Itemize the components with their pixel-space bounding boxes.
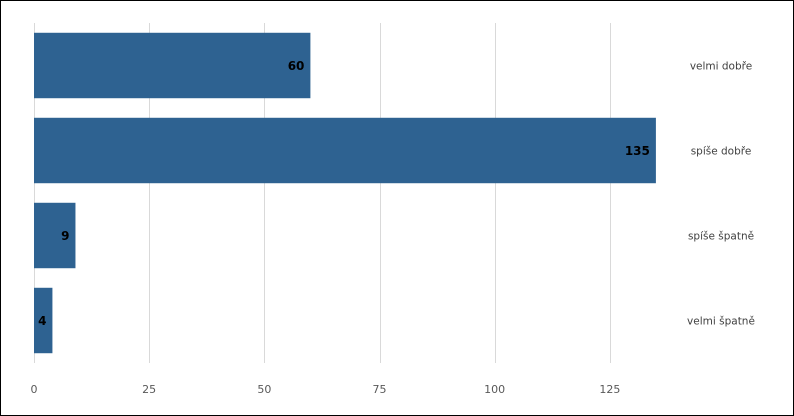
x-tick-label: 0 bbox=[31, 383, 38, 396]
category-label: velmi špatně bbox=[687, 316, 755, 328]
x-tick-label: 100 bbox=[484, 383, 505, 396]
data-label: 135 bbox=[625, 144, 650, 158]
x-tick-label: 75 bbox=[373, 383, 387, 396]
bar bbox=[34, 202, 76, 269]
x-axis-tick-labels: 0 25 50 75 100 125 bbox=[31, 383, 621, 396]
data-label: 60 bbox=[288, 59, 305, 73]
x-tick-label: 125 bbox=[599, 383, 620, 396]
category-label: spíše dobře bbox=[691, 146, 752, 158]
bars bbox=[34, 32, 656, 354]
data-label: 9 bbox=[61, 229, 69, 243]
category-labels: velmi dobře spíše dobře spíše špatně velmi … bbox=[687, 61, 755, 328]
data-labels: 60 135 9 4 bbox=[38, 59, 650, 328]
category-label: spíše špatně bbox=[688, 231, 754, 243]
bar bbox=[34, 287, 53, 354]
bar bbox=[34, 117, 656, 184]
data-label: 4 bbox=[38, 314, 46, 328]
bar bbox=[34, 32, 311, 99]
x-tick-label: 25 bbox=[142, 383, 156, 396]
category-label: velmi dobře bbox=[690, 61, 752, 73]
x-tick-label: 50 bbox=[257, 383, 271, 396]
